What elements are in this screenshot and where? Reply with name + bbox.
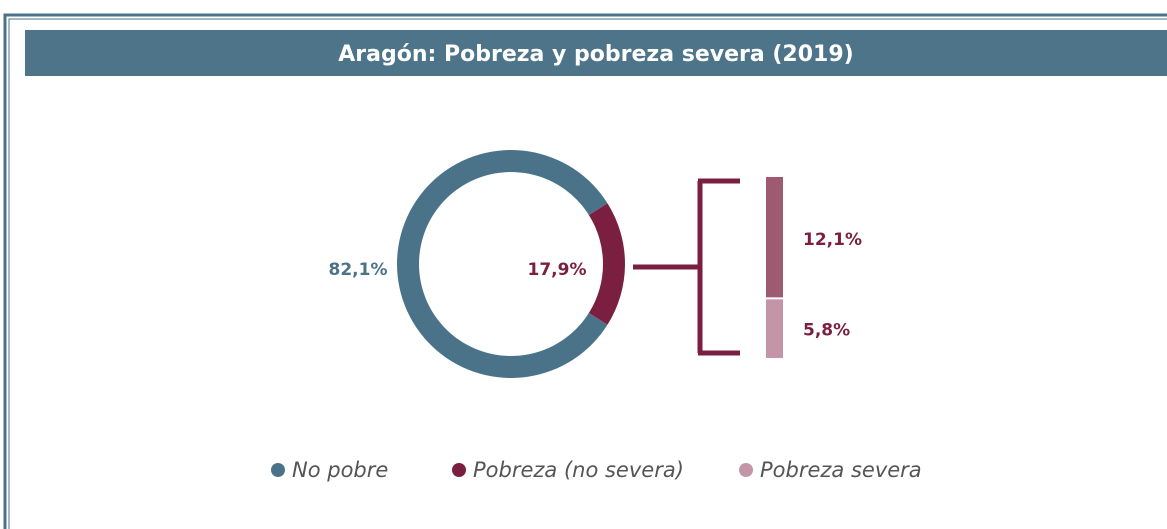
donut-slice [588, 203, 625, 325]
value-label: 5,8% [803, 321, 850, 341]
legend-marker [271, 463, 285, 477]
legend-marker [739, 463, 753, 477]
bar-segment [766, 299, 783, 358]
frame [3, 13, 1167, 529]
value-label: 17,9% [528, 260, 587, 280]
legend-label: Pobreza severa [760, 458, 922, 482]
frame-inner [8, 18, 1167, 529]
value-label: 12,1% [803, 230, 862, 250]
legend-label: No pobre [292, 458, 388, 482]
bracket [633, 178, 740, 356]
bar-segment [766, 177, 783, 298]
value-label: 82,1% [329, 260, 388, 280]
legend-label: Pobreza (no severa) [473, 458, 684, 482]
legend-marker [452, 463, 466, 477]
header-bar [25, 30, 1167, 76]
title: Aragón: Pobreza y pobreza severa (2019) [338, 42, 853, 67]
